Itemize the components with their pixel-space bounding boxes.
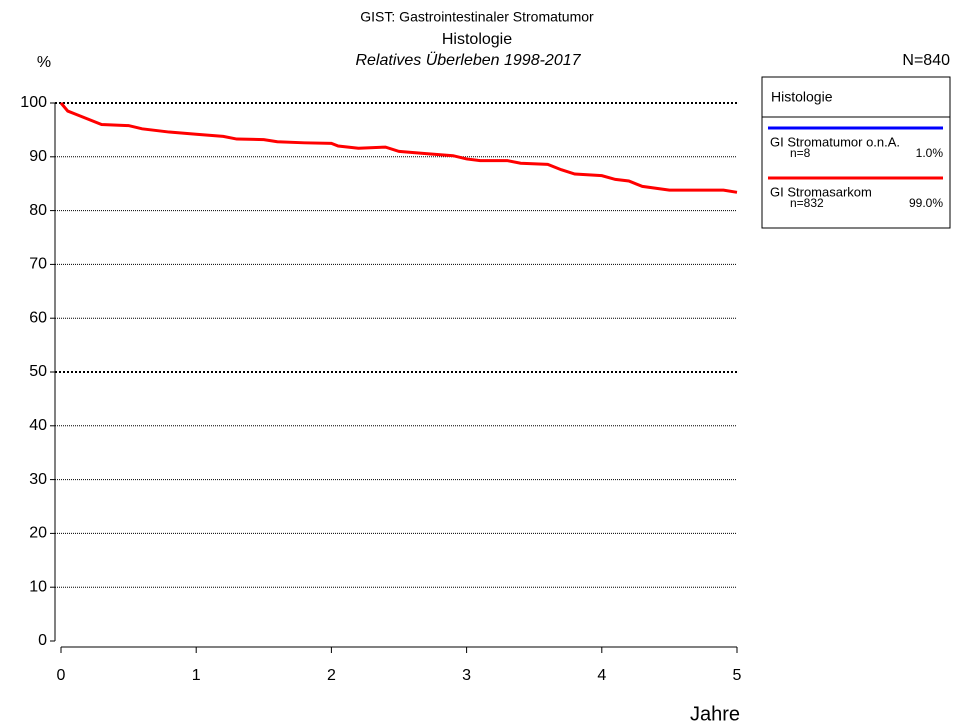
x-axis-label: Jahre bbox=[690, 703, 740, 725]
y-tick-label: 70 bbox=[29, 256, 47, 273]
chart-title: GIST: Gastrointestinaler Stromatumor bbox=[360, 9, 594, 25]
x-tick-label: 0 bbox=[57, 667, 66, 684]
y-tick-label: 50 bbox=[29, 363, 47, 380]
x-tick-label: 1 bbox=[192, 667, 201, 684]
legend-label: GI Stromasarkom bbox=[770, 184, 872, 199]
chart-subtitle: Histologie bbox=[442, 31, 512, 48]
legend-share: 1.0% bbox=[916, 146, 944, 160]
x-tick-label: 2 bbox=[327, 667, 336, 684]
legend-n: n=832 bbox=[790, 196, 824, 210]
y-tick-label: 10 bbox=[29, 578, 47, 595]
legend-title: Histologie bbox=[771, 89, 833, 105]
legend-n: n=8 bbox=[790, 146, 811, 160]
y-tick-label: 80 bbox=[29, 202, 47, 219]
y-tick-label: 20 bbox=[29, 525, 47, 542]
x-tick-label: 3 bbox=[462, 667, 471, 684]
y-tick-label: 60 bbox=[29, 309, 47, 326]
legend-label: GI Stromatumor o.n.A. bbox=[770, 134, 900, 149]
legend-box bbox=[761, 76, 951, 229]
chart-caption: Relatives Überleben 1998-2017 bbox=[355, 51, 581, 69]
x-tick-label: 5 bbox=[733, 667, 742, 684]
x-tick-label: 4 bbox=[597, 667, 606, 684]
y-tick-label: 100 bbox=[20, 94, 47, 111]
y-tick-label: 90 bbox=[29, 148, 47, 165]
y-tick-label: 40 bbox=[29, 417, 47, 434]
series-line bbox=[59, 102, 738, 194]
y-tick-label: 30 bbox=[29, 471, 47, 488]
total-label: N=840 bbox=[902, 52, 950, 69]
y-tick-label: 0 bbox=[38, 632, 47, 649]
y-axis-label: % bbox=[37, 54, 51, 71]
legend-share: 99.0% bbox=[909, 196, 943, 210]
